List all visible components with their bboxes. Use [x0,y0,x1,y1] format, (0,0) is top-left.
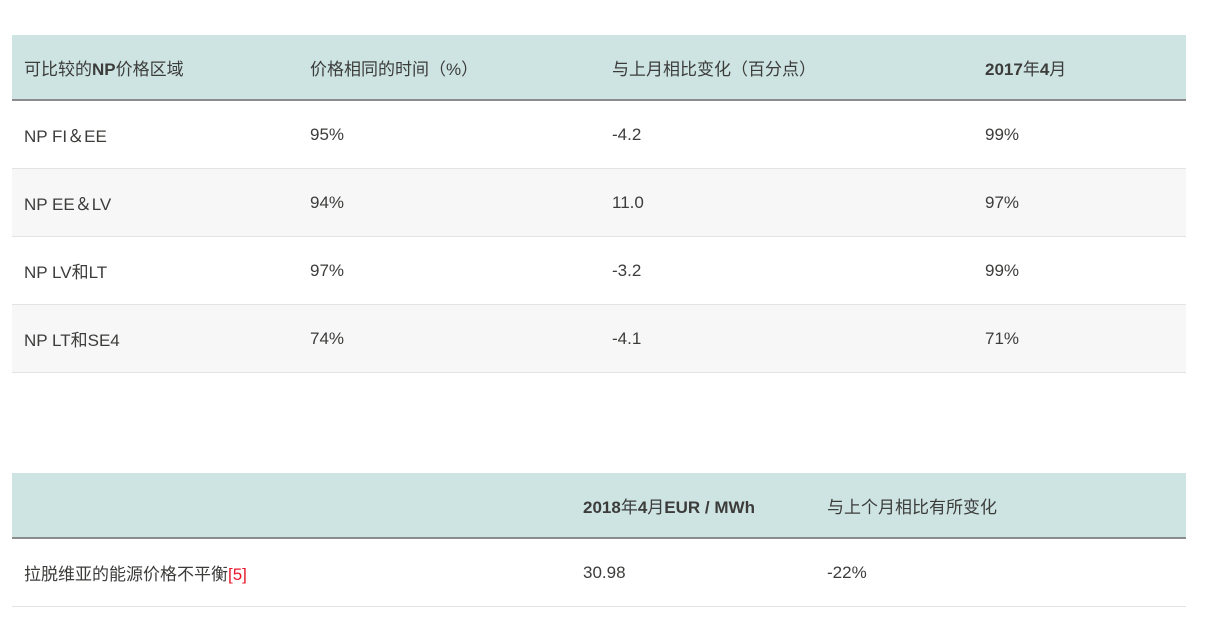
cell-same-price-time: 97% [310,236,612,305]
cell-april-2017: 99% [985,100,1186,169]
cell-area: NP LV和LT [12,236,310,305]
cell-area: NP EE＆LV [12,168,310,237]
cell-imbalance-price: 30.98 [583,538,827,607]
header-row: 2018年4月EUR / MWh 与上个月相比有所变化 [12,473,1186,539]
cell-change-pp: 11.0 [612,168,985,237]
header-empty [12,473,583,539]
cell-april-2017: 71% [985,304,1186,373]
header-change-vs-previous-month: 与上个月相比有所变化 [827,473,1186,539]
cell-april-2017: 97% [985,168,1186,237]
cell-area: NP LT和SE4 [12,304,310,373]
header-row: 可比较的NP价格区域 价格相同的时间（%） 与上月相比变化（百分点） 2017年… [12,35,1186,101]
imbalance-label-text: 拉脱维亚的能源价格不平衡 [24,565,228,584]
header-change-vs-last-month: 与上月相比变化（百分点） [612,35,985,101]
cell-area: NP FI＆EE [12,100,310,169]
cell-april-2017: 99% [985,236,1186,305]
np-price-areas-table: 可比较的NP价格区域 价格相同的时间（%） 与上月相比变化（百分点） 2017年… [12,35,1186,373]
table-row: 拉脱维亚的能源价格不平衡[5] 30.98 -22% [12,538,1186,607]
cell-change-pp: -3.2 [612,236,985,305]
cell-imbalance-label: 拉脱维亚的能源价格不平衡[5] [12,538,583,607]
footnote-5-link[interactable]: [5] [228,565,247,584]
cell-change-pp: -4.1 [612,304,985,373]
table-row: NP FI＆EE 95% -4.2 99% [12,100,1186,169]
table-row: NP EE＆LV 94% 11.0 97% [12,168,1186,237]
header-april-2017: 2017年4月 [985,35,1186,101]
cell-same-price-time: 95% [310,100,612,169]
cell-same-price-time: 94% [310,168,612,237]
header-april-2018-eur-mwh: 2018年4月EUR / MWh [583,473,827,539]
imbalance-price-table: 2018年4月EUR / MWh 与上个月相比有所变化 拉脱维亚的能源价格不平衡… [12,473,1186,607]
table-row: NP LV和LT 97% -3.2 99% [12,236,1186,305]
header-comparable-np-areas: 可比较的NP价格区域 [12,35,310,101]
header-same-price-time: 价格相同的时间（%） [310,35,612,101]
cell-same-price-time: 74% [310,304,612,373]
cell-imbalance-change: -22% [827,538,1186,607]
cell-change-pp: -4.2 [612,100,985,169]
table-row: NP LT和SE4 74% -4.1 71% [12,304,1186,373]
